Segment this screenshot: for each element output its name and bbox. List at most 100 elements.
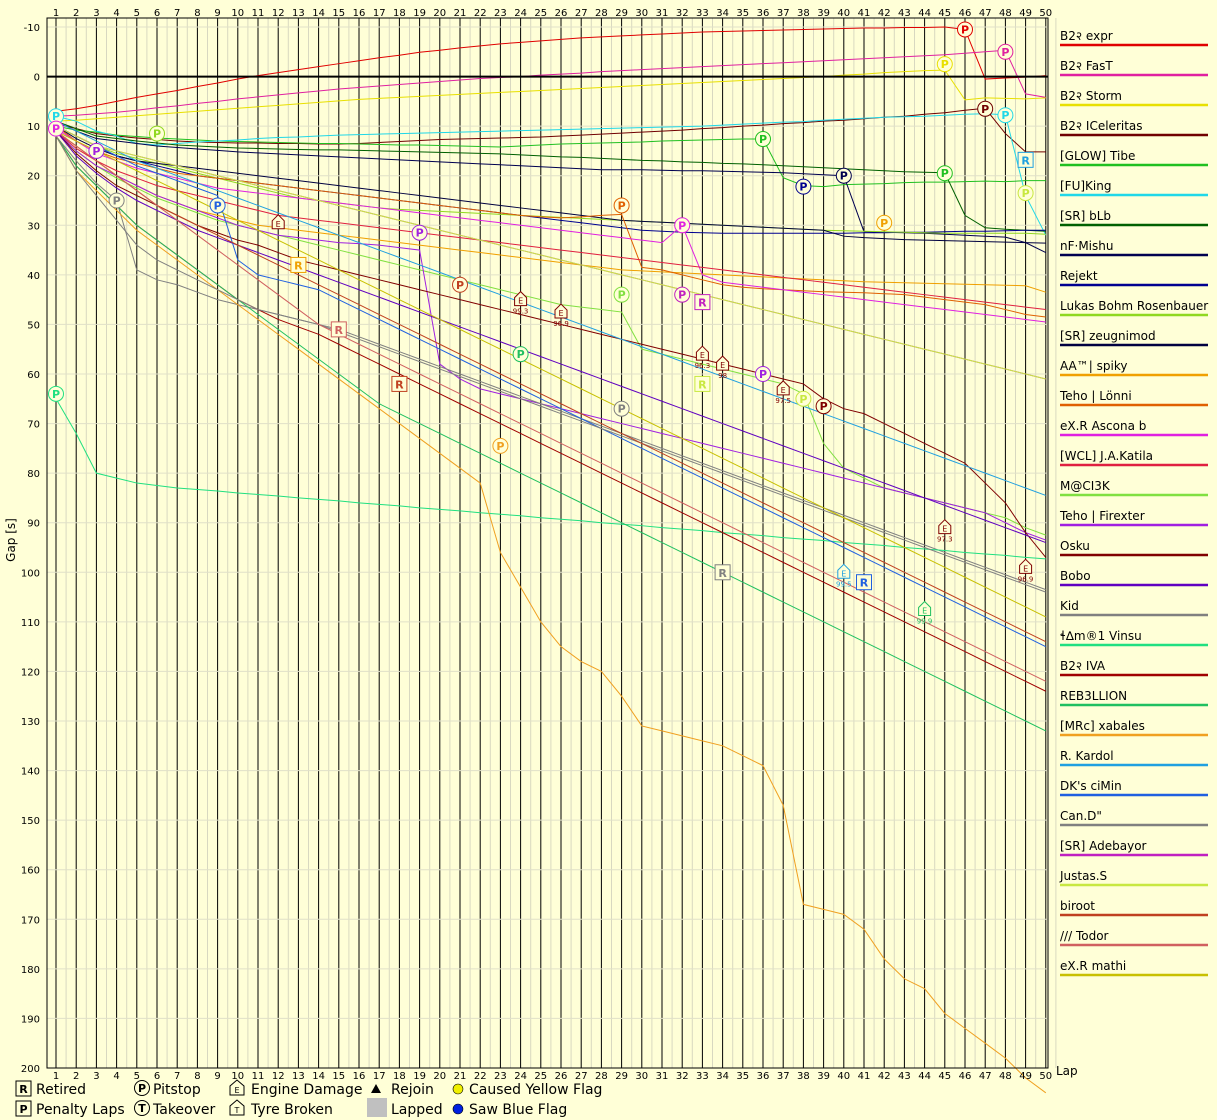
x-tick-label-top: 36 — [757, 8, 770, 19]
x-tick-label-top: 12 — [272, 8, 285, 19]
x-tick-label-top: 49 — [1019, 8, 1032, 19]
x-tick-label-top: 38 — [797, 8, 810, 19]
x-tick-label-top: 29 — [615, 8, 628, 19]
x-tick-label-top: 50 — [1039, 8, 1052, 19]
engine-damage-marker — [716, 355, 730, 371]
retired-marker-glyph: R — [698, 378, 707, 391]
engine-damage-value: 97.5 — [775, 397, 791, 405]
engine-damage-marker-glyph: E — [841, 569, 846, 578]
key-blue: Saw Blue Flag — [452, 1102, 567, 1118]
pitstop-marker-glyph: P — [517, 348, 525, 361]
engine-damage-value: 96.3 — [695, 362, 711, 370]
x-tick-label-bottom: 24 — [514, 1071, 527, 1082]
y-tick-label: 50 — [27, 320, 40, 331]
pitstop-marker-glyph: P — [618, 289, 626, 302]
rejoin-icon — [371, 1084, 381, 1093]
legend-label: [SR] Adebayor — [1060, 839, 1147, 853]
key-tyre-label: Tyre Broken — [250, 1102, 333, 1118]
x-tick-label-top: 33 — [696, 8, 709, 19]
legend-label: Teho | Firexter — [1059, 509, 1145, 523]
legend-label: [GLOW] Tibe — [1060, 149, 1135, 163]
engine-damage-marker-glyph: E — [720, 361, 725, 370]
pitstop-marker — [795, 178, 812, 195]
x-tick-label-bottom: 20 — [433, 1071, 446, 1082]
legend-label: B2२ ICeleritas — [1060, 119, 1143, 133]
pitstop-marker-glyph: P — [1001, 109, 1009, 122]
x-tick-label-bottom: 4 — [113, 1071, 119, 1082]
pitstop-marker-glyph: P — [52, 110, 60, 123]
retired-marker-glyph: R — [860, 577, 869, 590]
x-tick-label-bottom: 26 — [555, 1071, 568, 1082]
x-tick-label-top: 1 — [53, 8, 59, 19]
pitstop-marker — [835, 167, 852, 184]
blue-flag-icon — [452, 1103, 464, 1115]
x-tick-label-top: 22 — [474, 8, 487, 19]
key-takeover: T Takeover — [134, 1100, 215, 1118]
x-tick-label-top: 23 — [494, 8, 507, 19]
x-tick-label-bottom: 22 — [474, 1071, 487, 1082]
pitstop-marker-glyph: P — [416, 227, 424, 240]
legend-label: Osku — [1060, 539, 1090, 553]
pitstop-marker-glyph: P — [1022, 187, 1030, 200]
key-tyre: T Tyre Broken — [229, 1099, 333, 1118]
y-tick-label: 40 — [27, 271, 40, 282]
pitstop-marker-glyph: P — [1001, 46, 1009, 59]
y-tick-label: 130 — [21, 717, 40, 728]
series-line — [55, 135, 1047, 1094]
x-tick-label-top: 41 — [858, 8, 871, 19]
engine-damage-marker-glyph: E — [1023, 564, 1028, 573]
retired-marker — [391, 375, 408, 392]
legend-label: /// Todor — [1060, 929, 1109, 943]
legend-label: [MRc] xabales — [1060, 719, 1145, 733]
series-line — [55, 135, 1046, 593]
x-tick-label-bottom: 12 — [272, 1071, 285, 1082]
engine-damage-marker — [271, 214, 285, 230]
x-tick-label-top: 14 — [312, 8, 325, 19]
pitstop-marker — [411, 224, 428, 241]
y-tick-label: 200 — [21, 1064, 40, 1075]
retired-marker — [856, 574, 872, 591]
x-tick-label-top: 48 — [999, 8, 1012, 19]
retired-marker-glyph: R — [698, 297, 707, 310]
pitstop-marker — [48, 385, 64, 402]
pitstop-marker-glyph: P — [214, 199, 222, 212]
x-tick-label-top: 46 — [959, 8, 972, 19]
pitstop-icon: P — [138, 1082, 146, 1095]
key-yellow-label: Caused Yellow Flag — [469, 1082, 602, 1098]
x-tick-label-top: 21 — [454, 8, 467, 19]
series-line — [55, 135, 1046, 591]
engine-damage-icon: E — [234, 1086, 239, 1095]
legend-label: M@CI3K — [1060, 479, 1111, 493]
x-tick-label-bottom: 48 — [999, 1071, 1012, 1082]
x-axis-title: Lap — [1056, 1064, 1078, 1078]
pitstop-marker-glyph: P — [496, 440, 504, 453]
y-tick-label: 190 — [21, 1014, 40, 1025]
series-line — [55, 49, 1046, 117]
x-tick-label-top: 44 — [918, 8, 931, 19]
x-tick-label-bottom: 9 — [214, 1071, 220, 1082]
key-pitstop-label: Pitstop — [153, 1082, 201, 1098]
series-line — [55, 128, 1046, 323]
engine-damage-marker-glyph: E — [518, 297, 523, 306]
key-retired-label: Retired — [36, 1082, 86, 1098]
x-tick-label-top: 42 — [878, 8, 891, 19]
series-line — [55, 125, 1046, 244]
y-tick-label: -10 — [24, 23, 40, 34]
series-line — [55, 26, 1046, 112]
x-tick-label-top: 40 — [837, 8, 850, 19]
x-tick-label-top: 34 — [716, 8, 729, 19]
key-takeover-label: Takeover — [152, 1102, 215, 1118]
y-tick-label: 100 — [21, 568, 40, 579]
x-tick-label-top: 16 — [353, 8, 366, 19]
y-tick-label: 180 — [21, 965, 40, 976]
series-line — [55, 398, 1046, 560]
x-tick-label-bottom: 7 — [174, 1071, 180, 1082]
key-penalty: P Penalty Laps — [15, 1100, 125, 1118]
retired-marker — [694, 294, 711, 311]
engine-damage-marker-glyph: E — [558, 309, 563, 318]
x-tick-label-bottom: 46 — [959, 1071, 972, 1082]
pitstop-marker-glyph: P — [799, 393, 807, 406]
pitstop-marker — [512, 346, 529, 363]
engine-damage-marker-glyph: E — [700, 351, 705, 360]
x-tick-label-bottom: 45 — [938, 1071, 951, 1082]
